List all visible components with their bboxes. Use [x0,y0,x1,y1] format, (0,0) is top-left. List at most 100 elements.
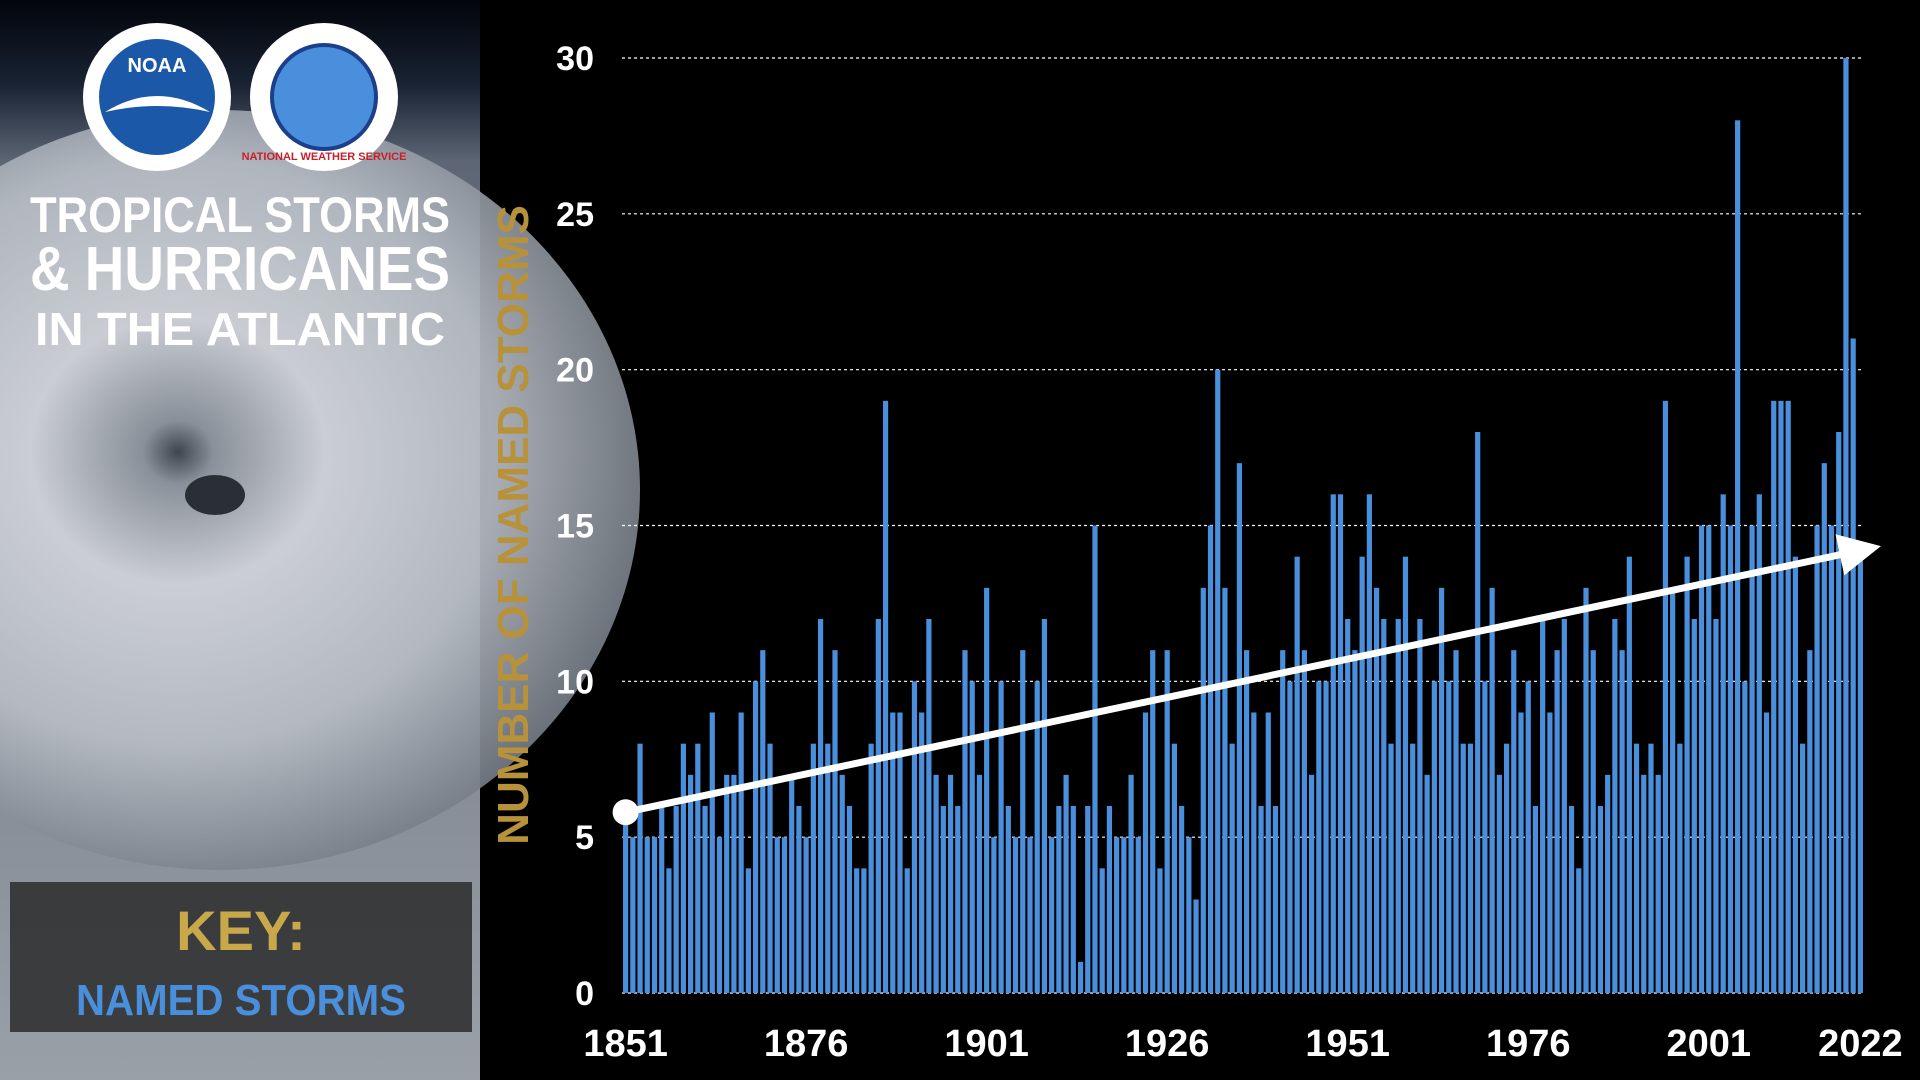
panel-title-line: TROPICAL STORMS [30,187,450,243]
bar [1785,400,1791,993]
bar [1034,681,1040,993]
bar [1453,650,1459,993]
bar [1475,432,1481,993]
bar [1446,681,1452,993]
bar [1525,681,1531,993]
bar [1532,806,1539,993]
bar [1807,650,1813,993]
y-tick-label: 10 [556,663,594,701]
nws-logo-text: NATIONAL WEATHER SERVICE [242,151,407,163]
noaa-logo-text: NOAA [128,55,187,77]
bar [1402,556,1409,993]
bar [1236,463,1242,994]
bar [1518,712,1524,993]
legend-entry: NAMED STORMS [76,976,406,1025]
bar [1576,868,1582,993]
bar [644,837,650,993]
bar [1612,619,1618,993]
bar [810,743,816,993]
left-panel: NOAA NATIONAL WEATHER SERVICE TROPICAL S… [0,0,640,1080]
bar [1763,712,1770,993]
bar [1229,743,1235,993]
bar [745,868,751,993]
x-tick-label: 1876 [764,1023,849,1065]
bar [803,837,809,993]
bar [1150,650,1156,993]
bar [1735,120,1741,994]
bar [1085,806,1091,993]
bar [1467,743,1474,993]
bar [832,650,838,993]
bar [1142,712,1149,993]
bar [1691,619,1697,993]
bar [955,806,961,993]
bar [984,587,990,993]
bar [868,743,874,993]
bar [1677,743,1683,993]
bar [1540,619,1546,993]
bar [1308,774,1315,993]
bar [1727,525,1734,993]
bar [752,681,759,993]
x-tick-label: 2001 [1666,1023,1751,1065]
bar [1489,587,1495,993]
bar [1684,556,1690,993]
bar [940,806,946,993]
bar [1792,556,1799,993]
bar [1626,556,1632,993]
bar [1272,806,1279,993]
hurricane-image [0,110,640,870]
bar [1554,650,1560,993]
bar [1012,837,1019,993]
bar [1106,806,1113,993]
bar [1511,650,1517,993]
bar [760,650,766,993]
bar [911,681,918,993]
bar [1337,494,1344,993]
x-tick-label: 2022 [1818,1023,1903,1065]
y-tick-label: 0 [575,975,594,1013]
bar [1828,525,1835,993]
bar [1244,650,1250,993]
bar [1200,587,1206,993]
bar [637,743,643,993]
bar [774,837,780,993]
bar [1373,587,1380,993]
key-label: KEY: [176,899,306,962]
bar [962,650,968,993]
bar [1171,743,1178,993]
bar [1713,619,1719,993]
bar [1157,868,1163,993]
bar [1164,650,1170,993]
bar [1431,681,1437,993]
bar [1070,806,1076,993]
bar [1301,650,1307,993]
bar [1641,774,1647,993]
bar [630,837,636,993]
bar [1287,681,1293,993]
bar [1670,587,1676,993]
bar [1020,650,1026,993]
bar [767,743,773,993]
bar [659,806,665,993]
bar [738,712,744,993]
bar [731,774,737,993]
bar [1814,525,1820,993]
bar [1395,619,1401,993]
bar [702,806,708,993]
bar [673,806,679,993]
bar [1417,619,1423,993]
bar [926,619,932,993]
bar [897,712,903,993]
bar [1633,743,1640,993]
bar [1583,587,1589,993]
bar [1251,712,1257,993]
bar [1330,494,1336,993]
bar [1056,806,1062,993]
panel-title-line: IN THE ATLANTIC [35,303,445,355]
hurricane-eye [185,475,245,515]
bar [846,806,853,993]
bar [680,743,686,993]
bar [1128,774,1134,993]
